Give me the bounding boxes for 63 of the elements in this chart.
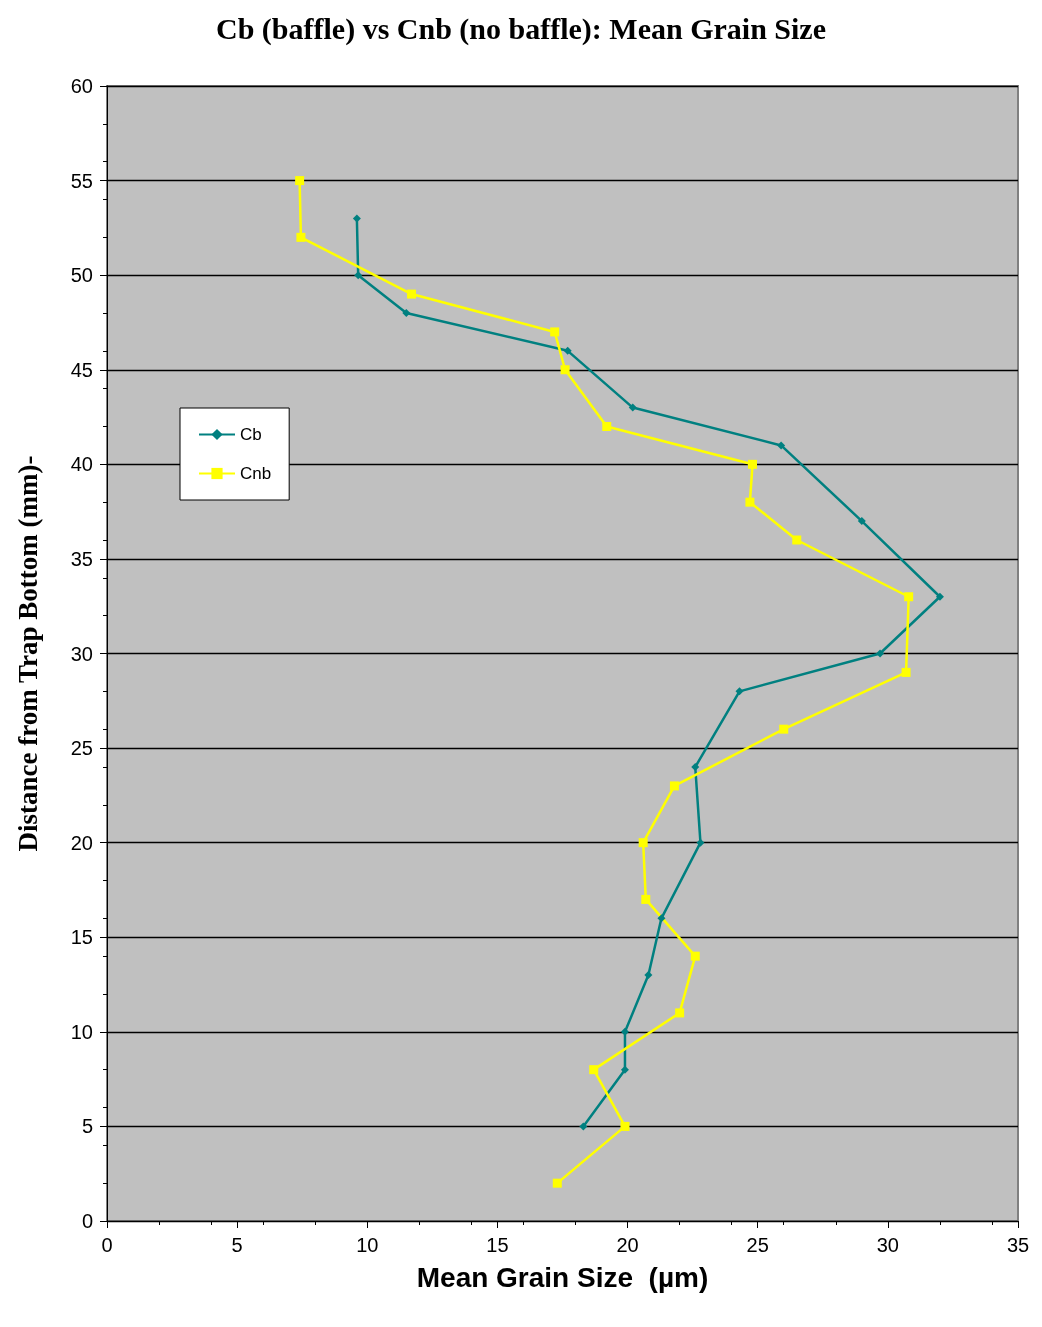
point [935, 592, 944, 601]
point [560, 365, 570, 375]
point [691, 763, 700, 771]
point [296, 232, 306, 242]
y-tick-label: 35 [70, 547, 93, 570]
point [675, 1008, 685, 1018]
x-tick-label: 10 [356, 1234, 379, 1256]
point [602, 422, 612, 431]
chart-title: Cb (baffle) vs Cnb (no baffle): Mean Grain Size [216, 11, 826, 46]
y-axis-title: Distance from Trap Bottom (mm)- [12, 455, 43, 852]
point [579, 1122, 588, 1131]
y-tick-label: 15 [70, 926, 93, 949]
legend-label: Cb [240, 425, 262, 444]
point [690, 951, 700, 961]
y-tick-label: 55 [70, 169, 93, 192]
x-tick-label: 25 [746, 1234, 769, 1256]
point [857, 517, 866, 526]
x-tick-label: 5 [231, 1234, 243, 1256]
legend-label: Cnb [240, 464, 272, 483]
point [735, 687, 744, 696]
point [779, 724, 789, 734]
point [901, 667, 911, 677]
x-tick-label: 20 [616, 1234, 639, 1256]
point [876, 649, 885, 658]
y-tick-label: 40 [70, 453, 93, 476]
x-tick-label: 0 [101, 1234, 113, 1256]
point [552, 1178, 562, 1188]
point [748, 459, 758, 469]
point [550, 327, 560, 337]
y-tick-label: 0 [81, 1210, 93, 1232]
point [563, 346, 572, 355]
point [589, 1065, 599, 1075]
point [407, 289, 417, 299]
y-tick-label: 50 [70, 264, 93, 287]
point [620, 1121, 630, 1131]
y-tick-label: 20 [70, 831, 93, 854]
point [402, 309, 411, 317]
x-tick-label: 30 [876, 1234, 899, 1256]
y-tick-label: 25 [70, 737, 93, 760]
point [295, 176, 305, 186]
point [641, 894, 651, 904]
x-tick-label: 35 [1006, 1234, 1030, 1256]
point [620, 1027, 629, 1036]
point [620, 1065, 629, 1074]
point [657, 914, 666, 923]
x-tick-label: 15 [486, 1234, 509, 1256]
point [669, 781, 679, 791]
point [354, 271, 363, 280]
y-tick-label: 30 [70, 642, 93, 665]
x-axis-title: Mean Grain Size (µm) [416, 1261, 709, 1293]
point [628, 403, 637, 412]
point [904, 592, 914, 602]
point [745, 497, 755, 507]
point [696, 838, 705, 847]
point [792, 535, 802, 545]
y-tick-label: 60 [70, 75, 93, 97]
point [644, 971, 653, 980]
point [638, 838, 648, 848]
y-tick-label: 10 [70, 1020, 93, 1043]
y-tick-label: 5 [81, 1115, 93, 1138]
y-tick-label: 45 [70, 358, 93, 381]
point [352, 214, 361, 223]
point [777, 441, 786, 450]
